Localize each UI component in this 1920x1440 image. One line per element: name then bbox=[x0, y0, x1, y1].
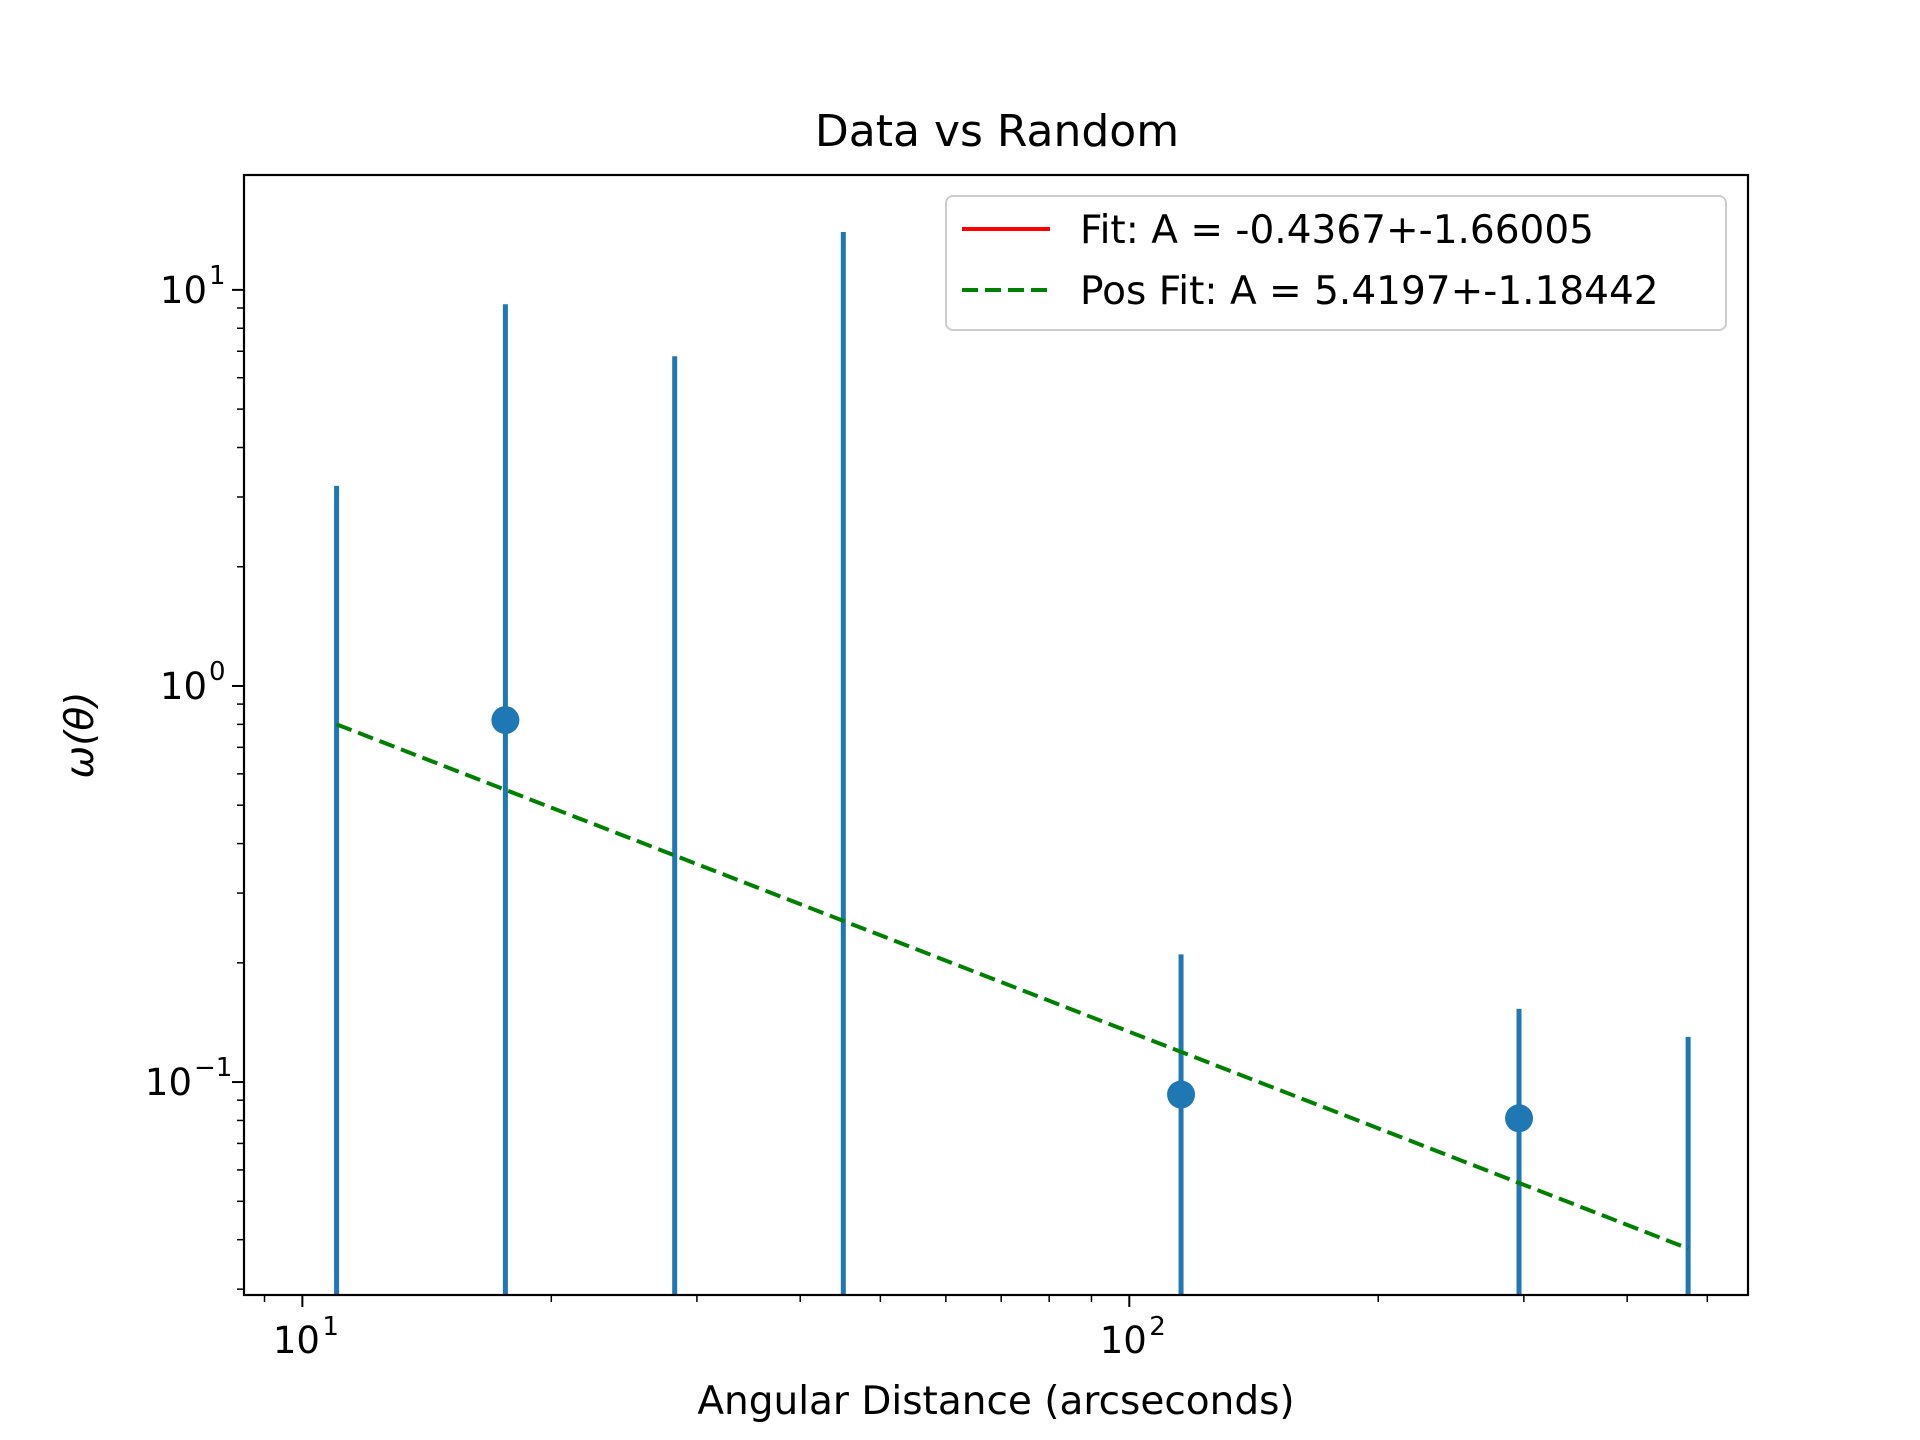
y-tick-label-base-2: 10 bbox=[160, 269, 207, 312]
legend: Fit: A = -0.4367+-1.66005 Pos Fit: A = 5… bbox=[945, 195, 1727, 331]
x-axis-ticks: 10 1 10 2 bbox=[263, 1295, 1709, 1362]
plot-background bbox=[244, 175, 1748, 1295]
x-axis-label: Angular Distance (arcseconds) bbox=[697, 1379, 1294, 1424]
x-tick-label-exp-0: 1 bbox=[322, 1312, 339, 1342]
y-tick-label-exp-0: −1 bbox=[194, 1053, 232, 1083]
data-point-4 bbox=[1167, 1080, 1196, 1109]
data-markers bbox=[491, 706, 1534, 1133]
y-tick-label-base-0: 10 bbox=[145, 1061, 192, 1104]
y-tick-label-exp-1: 0 bbox=[209, 657, 226, 687]
x-tick-label-exp-1: 2 bbox=[1149, 1312, 1166, 1342]
data-point-1 bbox=[491, 706, 520, 735]
x-tick-label-0: 10 bbox=[273, 1319, 320, 1362]
plot-frame bbox=[242, 173, 1750, 1297]
legend-pos-fit-label: Pos Fit: A = 5.4197+-1.18442 bbox=[1080, 269, 1659, 314]
errorbars bbox=[334, 232, 1691, 1295]
chart-title: Data vs Random bbox=[815, 106, 1179, 157]
y-tick-label-base-1: 10 bbox=[160, 665, 207, 708]
fit-line-1 bbox=[335, 722, 1689, 1251]
fit-lines bbox=[335, 722, 1689, 1251]
legend-box bbox=[945, 195, 1727, 331]
x-tick-label-1: 10 bbox=[1100, 1319, 1147, 1362]
legend-fit-label: Fit: A = -0.4367+-1.66005 bbox=[1080, 208, 1594, 253]
y-axis-label: ω(θ) bbox=[58, 692, 103, 779]
data-point-5 bbox=[1505, 1104, 1534, 1133]
y-tick-label-exp-2: 1 bbox=[209, 261, 226, 291]
